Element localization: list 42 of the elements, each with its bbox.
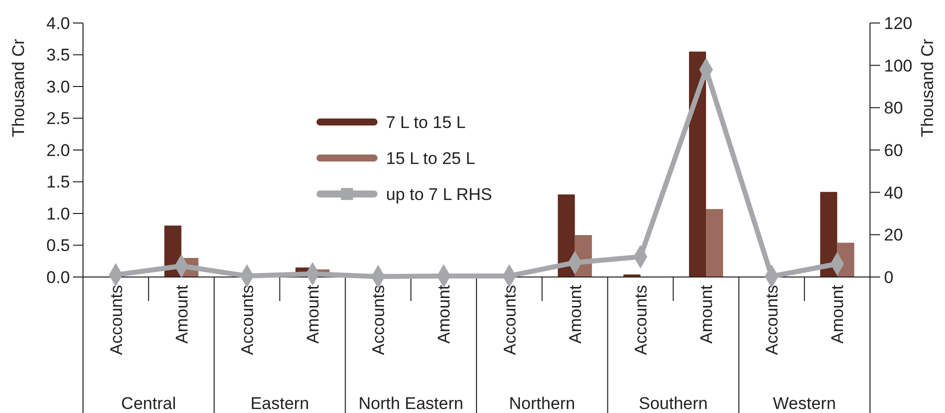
- y-tick-label: 2.5: [46, 109, 70, 128]
- y-tick-label: 4.0: [46, 14, 70, 33]
- y2-tick-label: 80: [884, 98, 903, 118]
- x-tick-label: Accounts: [631, 285, 650, 355]
- x-tick-label: Amount: [172, 284, 192, 344]
- text: Eastern: [250, 394, 310, 413]
- y2-axis-title: Thousand Cr: [918, 38, 937, 138]
- text: Central: [121, 394, 176, 413]
- y-tick-label: 2.0: [46, 140, 70, 160]
- y-tick-label: 0.5: [46, 236, 70, 256]
- bar: [706, 209, 724, 277]
- text: Southern: [638, 394, 708, 413]
- bar: [820, 192, 838, 277]
- y-tick-label: 1.0: [46, 204, 70, 224]
- x-tick-label: Amount: [828, 284, 848, 344]
- x-tick-label: Amount: [697, 284, 716, 344]
- text: Western: [772, 394, 836, 413]
- legend-label: up to 7 L RHS: [386, 184, 492, 204]
- text: North Eastern: [358, 394, 464, 413]
- y2-tick-label: 20: [884, 226, 903, 245]
- x-tick-label: Accounts: [106, 285, 126, 355]
- y2-tick-label: 0: [884, 268, 894, 287]
- y2-tick-label: 100: [884, 56, 912, 76]
- y-tick-label: 3.0: [46, 77, 70, 96]
- y-tick-label: 3.5: [46, 46, 70, 65]
- y-axis-title: Thousand Cr: [9, 38, 28, 138]
- x-tick-label: Accounts: [369, 285, 388, 355]
- x-tick-label: Accounts: [500, 285, 520, 355]
- legend-label: 15 L to 25 L: [386, 148, 476, 168]
- bar: [688, 52, 706, 277]
- text: Northern: [509, 394, 576, 413]
- y-tick-label: 0.0: [46, 268, 70, 287]
- x-tick-label: Accounts: [238, 285, 257, 355]
- y2-tick-label: 120: [884, 14, 912, 33]
- x-tick-label: Amount: [434, 284, 454, 344]
- x-tick-label: Amount: [566, 284, 585, 344]
- x-tick-label: Amount: [304, 284, 323, 344]
- y-tick-label: 1.5: [46, 172, 70, 192]
- x-tick-label: Accounts: [762, 285, 782, 355]
- y2-tick-label: 60: [884, 140, 903, 160]
- y2-tick-label: 40: [884, 183, 903, 202]
- legend-label: 7 L to 15 L: [386, 112, 466, 132]
